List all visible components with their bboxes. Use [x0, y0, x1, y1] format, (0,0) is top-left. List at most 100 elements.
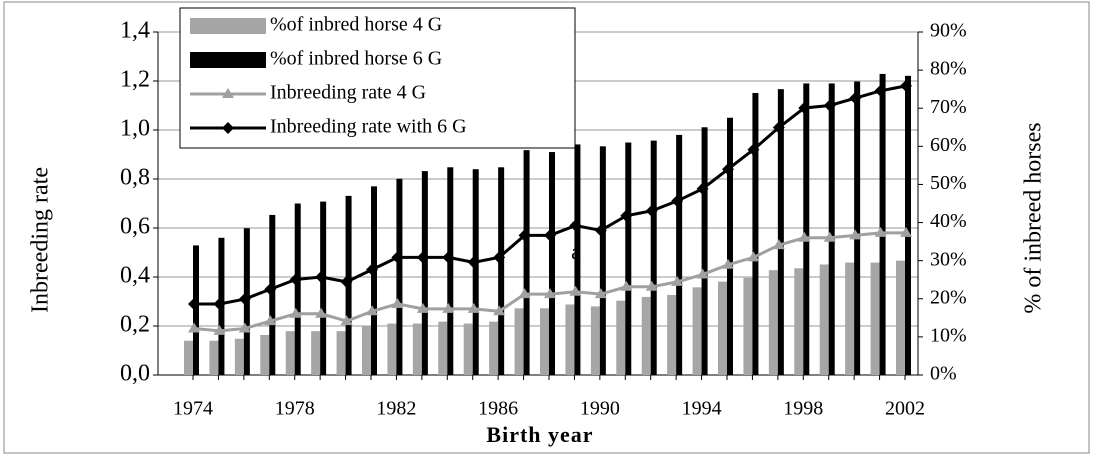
bar [599, 146, 606, 375]
bar [540, 308, 549, 375]
marker [772, 121, 785, 134]
y2-tick-label: 50% [930, 172, 967, 194]
marker [900, 79, 912, 92]
bar [590, 306, 600, 375]
y2-tick-label: 40% [930, 210, 967, 232]
marker [594, 288, 607, 299]
marker [798, 231, 811, 242]
marker [416, 251, 429, 264]
bar [752, 92, 759, 375]
y-tick-label: 0,0 [120, 361, 150, 387]
marker [849, 92, 862, 105]
bar [438, 321, 448, 375]
marker [238, 322, 251, 333]
x-axis-label: Birth year [486, 422, 593, 447]
marker [289, 307, 302, 318]
bar [184, 340, 193, 375]
bar [396, 178, 403, 375]
bar [692, 287, 702, 375]
x-tick-label: 1978 [275, 398, 315, 420]
marker [188, 297, 200, 310]
x-tick-label: 1974 [173, 398, 213, 420]
y2-tick-label: 70% [930, 96, 967, 118]
bar [768, 270, 778, 375]
marker [366, 263, 378, 276]
marker [213, 297, 226, 310]
legend-label: Inbreeding rate 4 G [270, 82, 426, 104]
marker [391, 297, 404, 308]
marker [772, 239, 785, 250]
marker [493, 251, 506, 264]
marker [416, 302, 429, 313]
y2-tick-label: 80% [930, 58, 967, 80]
marker [722, 258, 734, 269]
x-tick-label: 1990 [580, 398, 620, 420]
bar [845, 262, 855, 375]
bar [828, 83, 835, 375]
bar [718, 281, 727, 375]
marker [874, 226, 887, 237]
y2-tick-label: 20% [930, 286, 967, 308]
y-tick-label: 1,2 [120, 67, 150, 93]
bar [854, 81, 861, 376]
bar [743, 277, 753, 375]
marker [569, 219, 582, 232]
marker [315, 271, 328, 283]
bar [625, 142, 632, 375]
x-tick-label: 2002 [885, 398, 925, 420]
marker [518, 288, 531, 299]
marker [722, 163, 734, 176]
marker [798, 101, 811, 114]
marker [264, 315, 277, 326]
frame [3, 1, 1090, 454]
bar [870, 262, 880, 375]
marker [874, 84, 887, 97]
bar [193, 245, 199, 375]
bar [412, 323, 422, 375]
legend-label: Inbreeding rate with 6 G [270, 116, 467, 138]
y-tick-label: 0,4 [120, 263, 150, 289]
marker [696, 182, 709, 195]
marker [366, 305, 378, 316]
marker [340, 315, 353, 326]
marker [493, 305, 506, 316]
bar [616, 300, 626, 375]
bar [574, 144, 581, 375]
marker [747, 251, 760, 262]
bar [209, 340, 219, 375]
marker [315, 307, 328, 318]
x-tick-label: 1998 [783, 398, 823, 420]
bar [676, 134, 683, 375]
marker [467, 302, 480, 313]
bar [285, 331, 295, 375]
legend-swatch [190, 18, 266, 34]
x-tick-label: 1986 [478, 398, 518, 420]
marker [569, 285, 582, 296]
bar [565, 304, 575, 375]
bar [294, 203, 301, 375]
y-tick-label: 1,4 [120, 18, 150, 44]
marker [645, 280, 658, 291]
bar [819, 264, 829, 375]
marker [671, 275, 684, 286]
y2-tick-label: 60% [930, 134, 967, 156]
y-tick-label: 1,0 [120, 116, 150, 142]
marker [645, 204, 658, 217]
marker [671, 195, 684, 208]
bar [879, 73, 886, 375]
y2-axis-label: % of inbreed horses [1021, 122, 1047, 313]
bar [421, 171, 428, 375]
y2-tick-label: 10% [930, 324, 967, 346]
marker [620, 280, 633, 291]
marker [391, 251, 404, 264]
marker [900, 226, 912, 237]
legend-label: %of inbred horse 4 G [270, 14, 442, 36]
bar [269, 214, 276, 375]
bar [371, 186, 377, 375]
bar [336, 331, 346, 375]
bar [794, 268, 804, 375]
marker [264, 283, 277, 296]
y2-tick-label: 90% [930, 20, 967, 42]
y2-tick-label: 30% [930, 248, 967, 270]
marker [467, 256, 480, 269]
